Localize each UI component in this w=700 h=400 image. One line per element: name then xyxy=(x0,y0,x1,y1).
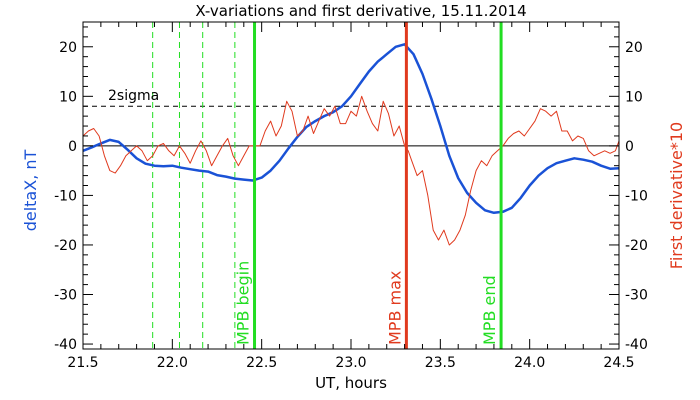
marker-label: MPB end xyxy=(480,275,499,345)
sigma-label: 2sigma xyxy=(108,88,159,104)
x-axis-label: UT, hours xyxy=(315,374,387,392)
y-tick-label-left: -30 xyxy=(54,288,77,304)
x-tick-label: 23.0 xyxy=(335,355,366,371)
x-tick-label: 24.5 xyxy=(603,355,634,371)
y-tick-label-right: -30 xyxy=(625,288,648,304)
series-layer xyxy=(82,43,620,246)
x-tick-label: 21.5 xyxy=(67,355,98,371)
y-tick-label-right: -40 xyxy=(625,337,648,353)
axes-layer xyxy=(82,21,620,350)
y-tick-label-right: 10 xyxy=(625,89,643,105)
grid-layer xyxy=(83,22,619,349)
y-tick-label-right: -10 xyxy=(625,188,648,204)
y-axis-label-right: First derivative*10 xyxy=(667,122,686,269)
x-tick-label: 22.5 xyxy=(246,355,277,371)
text-layer: 2sigma MPB begin MPB max MPB end 20 20 10 10 0 0 -… xyxy=(21,2,686,392)
x-tick-label: 22.0 xyxy=(157,355,188,371)
y-tick-label-left: 20 xyxy=(59,40,77,56)
y-axis-label-left: deltaX, nT xyxy=(21,149,40,231)
x-tick-label: 23.5 xyxy=(425,355,456,371)
x-tick-label: 24.0 xyxy=(514,355,545,371)
y-tick-label-left: -40 xyxy=(54,337,77,353)
series-line-derivative xyxy=(82,95,620,246)
chart-title: X-variations and first derivative, 15.11… xyxy=(195,2,526,20)
y-tick-label-left: -20 xyxy=(54,238,77,254)
y-tick-label-left: 10 xyxy=(59,89,77,105)
series-line-deltaX xyxy=(82,43,620,215)
y-tick-label-right: -20 xyxy=(625,238,648,254)
marker-label: MPB begin xyxy=(234,261,253,345)
y-tick-label-right: 20 xyxy=(625,40,643,56)
y-tick-label-right: 0 xyxy=(625,139,634,155)
y-tick-label-left: -10 xyxy=(54,188,77,204)
marker-label: MPB max xyxy=(385,271,404,345)
plot-frame xyxy=(82,21,620,350)
y-tick-label-left: 0 xyxy=(68,139,77,155)
